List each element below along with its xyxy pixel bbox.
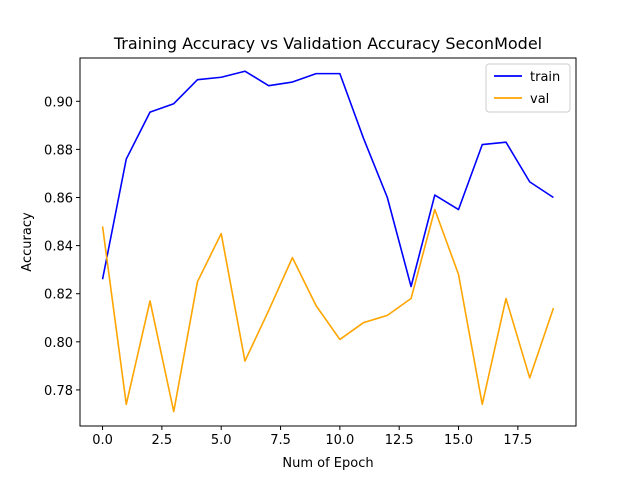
y-tick-label: 0.90 — [44, 95, 73, 110]
x-tick-label: 2.5 — [152, 433, 173, 448]
x-tick-label: 7.5 — [270, 433, 291, 448]
x-tick-label: 5.0 — [211, 433, 232, 448]
chart-title: Training Accuracy vs Validation Accuracy… — [113, 34, 542, 53]
x-tick-label: 17.5 — [503, 433, 532, 448]
x-tick-label: 10.0 — [325, 433, 354, 448]
y-tick-label: 0.88 — [44, 143, 73, 158]
series-line-val — [101, 208, 555, 413]
y-tick-label: 0.80 — [44, 336, 73, 351]
series-line-train — [101, 70, 554, 288]
y-tick-label: 0.78 — [44, 384, 73, 399]
legend-label-train: train — [530, 70, 560, 85]
legend: train val — [485, 63, 571, 113]
y-tick-label: 0.86 — [44, 192, 73, 207]
x-axis: 0.0 2.5 5.0 7.5 10.0 12.5 15.0 17.5 — [92, 426, 532, 448]
y-axis-label: Accuracy — [20, 212, 35, 272]
axes-frame — [79, 57, 577, 427]
legend-label-val: val — [530, 92, 549, 107]
y-axis: 0.78 0.80 0.82 0.84 0.86 0.88 0.90 — [44, 95, 80, 399]
y-tick-label: 0.82 — [44, 288, 73, 303]
x-tick-label: 0.0 — [92, 433, 113, 448]
plot-area — [101, 70, 555, 413]
x-axis-label: Num of Epoch — [282, 456, 373, 471]
y-tick-label: 0.84 — [44, 240, 73, 255]
x-tick-label: 12.5 — [385, 433, 414, 448]
x-tick-label: 15.0 — [444, 433, 473, 448]
